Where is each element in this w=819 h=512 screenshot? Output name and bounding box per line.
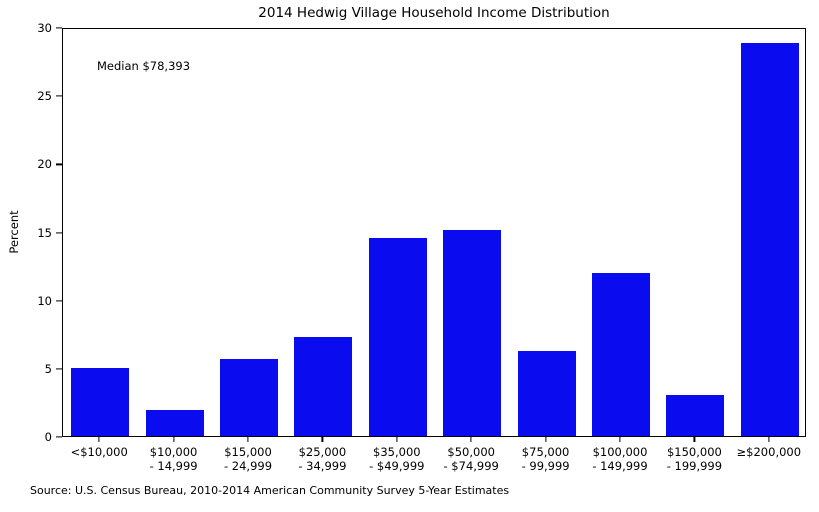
bar-1 — [145, 410, 204, 436]
x-tick-label: ≥$200,000 — [736, 445, 802, 459]
y-tick-mark — [56, 231, 62, 234]
x-tick-mark — [470, 437, 472, 442]
x-tick-mark — [545, 437, 547, 442]
x-tick-label: $50,000- $74,999 — [443, 445, 499, 473]
x-tick-label: $15,000- 24,999 — [223, 445, 273, 473]
y-tick-label: 20 — [37, 157, 52, 172]
x-tick-label: $150,000- 199,999 — [666, 445, 723, 473]
x-tick-mark — [247, 437, 249, 442]
bar-0 — [71, 368, 130, 436]
y-tick-mark — [56, 436, 62, 438]
y-tick-mark — [56, 163, 62, 165]
y-tick-label: 15 — [37, 225, 52, 240]
y-tick-label: 5 — [44, 361, 52, 376]
y-tick-mark — [56, 95, 62, 97]
bar-6 — [517, 350, 576, 436]
x-tick-mark — [619, 437, 621, 442]
bar-3 — [294, 336, 353, 436]
y-tick-mark — [56, 368, 62, 370]
source-note: Source: U.S. Census Bureau, 2010-2014 Am… — [30, 484, 510, 497]
bar-5 — [443, 229, 502, 436]
bar-7 — [591, 273, 650, 436]
x-tick-label: $35,000- $49,999 — [369, 445, 425, 473]
y-tick-label: 10 — [37, 293, 52, 308]
x-tick-mark — [693, 437, 695, 442]
x-tick-label: $100,000- 149,999 — [592, 445, 648, 473]
x-tick-label: <$10,000 — [70, 445, 128, 459]
x-tick-mark — [768, 437, 770, 442]
x-tick-mark — [321, 437, 323, 442]
bar-2 — [219, 358, 278, 436]
y-tick-mark — [56, 27, 62, 29]
median-annotation: Median $78,393 — [97, 59, 191, 73]
bar-8 — [666, 395, 725, 436]
x-tick-label: $75,000- 99,999 — [521, 445, 570, 473]
y-tick-mark — [56, 300, 62, 302]
x-tick-label: $10,000- 14,999 — [149, 445, 198, 473]
x-tick-mark — [396, 437, 398, 442]
plot-area: Median $78,393 — [62, 28, 806, 437]
y-tick-label: 25 — [37, 89, 52, 104]
x-tick-label: $25,000- 34,999 — [298, 445, 347, 473]
bar-9 — [740, 42, 799, 436]
bar-4 — [368, 237, 427, 436]
x-tick-mark — [98, 437, 100, 442]
y-tick-label: 30 — [37, 21, 52, 35]
bars-layer — [63, 29, 805, 436]
chart-title: 2014 Hedwig Village Household Income Dis… — [258, 5, 610, 21]
x-tick-mark — [173, 437, 175, 442]
y-tick-label: 0 — [44, 430, 52, 444]
